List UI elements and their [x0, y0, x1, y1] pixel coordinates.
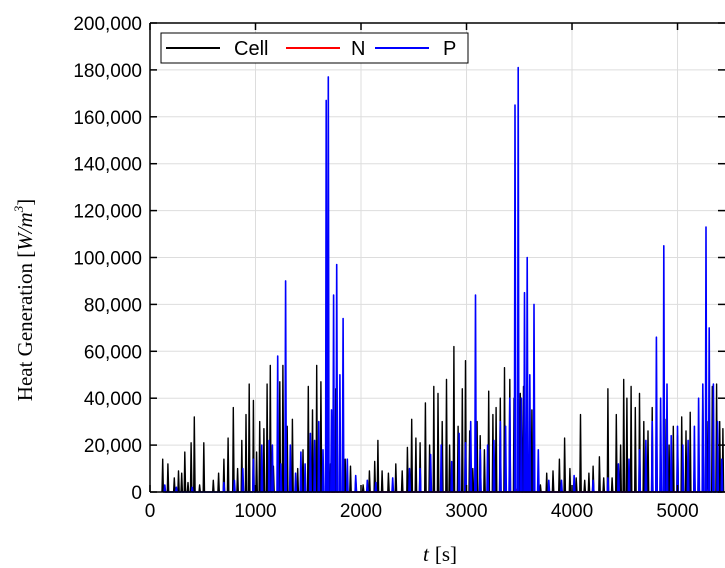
- series-layer: [161, 66, 725, 493]
- y-tick-label: 80,000: [84, 295, 142, 316]
- series-line-cell: [161, 345, 725, 493]
- y-tick-label: 120,000: [73, 202, 142, 223]
- x-tick-label: 0: [145, 501, 156, 522]
- y-tick-label: 0: [131, 483, 142, 504]
- legend-label-cell: Cell: [234, 38, 268, 60]
- y-tick-label: 20,000: [84, 436, 142, 457]
- y-tick-label: 140,000: [73, 155, 142, 176]
- x-tick-label: 3000: [445, 501, 487, 522]
- legend: Cell N P: [160, 32, 469, 64]
- x-tick-label: 1000: [234, 501, 276, 522]
- y-tick-label: 160,000: [73, 108, 142, 129]
- y-tick-label: 200,000: [73, 14, 142, 35]
- x-tick-label: 2000: [340, 501, 382, 522]
- y-tick-label: 60,000: [84, 342, 142, 363]
- axes: [149, 22, 725, 493]
- x-tick-label: 5000: [656, 501, 698, 522]
- x-axis-title: t [s]: [423, 542, 457, 566]
- x-tick-label: 4000: [551, 501, 593, 522]
- tick-labels: 0 20,000 40,000 60,000 80,000 100,000 120,000 1…: [73, 14, 698, 522]
- legend-label-p: P: [443, 38, 456, 60]
- y-tick-label: 180,000: [73, 61, 142, 82]
- y-tick-label: 100,000: [73, 249, 142, 270]
- y-axis-title: Heat Generation [W/m3]: [11, 199, 37, 401]
- y-tick-label: 40,000: [84, 389, 142, 410]
- legend-label-n: N: [351, 38, 365, 60]
